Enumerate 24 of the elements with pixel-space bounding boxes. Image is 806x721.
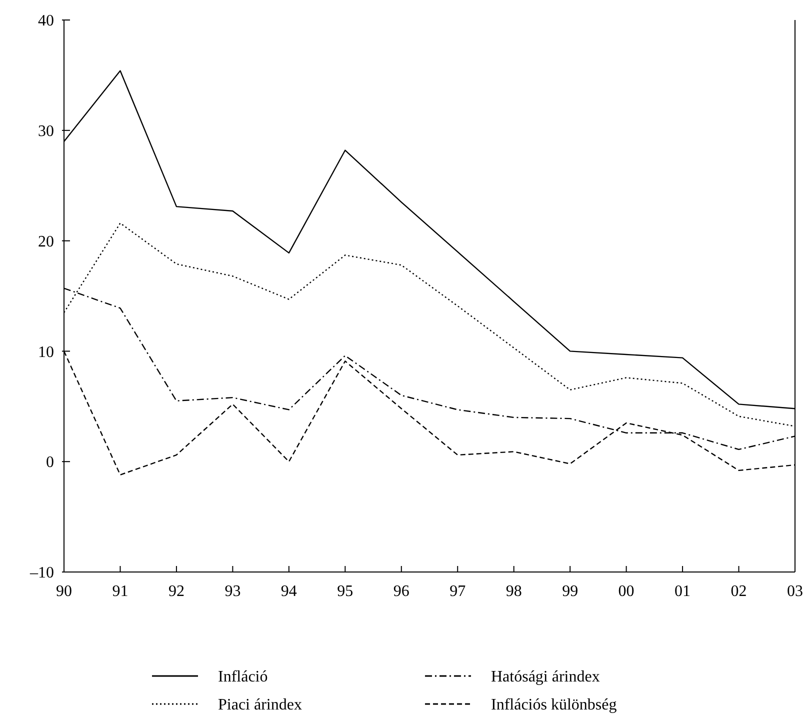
y-tick-label: 10 [38, 344, 54, 361]
x-tick-label: 01 [674, 583, 691, 600]
x-tick-label: 02 [730, 583, 747, 600]
legend-label: Hatósági árindex [491, 668, 600, 686]
y-tick-label: 40 [38, 12, 54, 30]
x-tick-label: 99 [562, 583, 578, 600]
x-tick-label: 92 [168, 583, 184, 600]
x-tick-label: 91 [112, 583, 128, 600]
y-tick-label: 20 [38, 233, 54, 250]
x-tick-label: 97 [450, 583, 466, 600]
x-tick-label: 94 [280, 583, 297, 600]
y-tick-label: 30 [38, 123, 54, 140]
y-tick-label: –10 [29, 564, 54, 582]
x-tick-label: 93 [224, 583, 241, 600]
x-tick-label: 96 [393, 583, 410, 600]
legend-label: Inflációs különbség [491, 696, 617, 714]
x-tick-label: 95 [337, 583, 354, 600]
legend-label: Infláció [218, 668, 268, 686]
x-tick-label: 03 [787, 583, 803, 600]
x-tick-label: 90 [56, 583, 72, 600]
x-tick-label: 98 [506, 583, 522, 600]
legend-label: Piaci árindex [218, 696, 302, 714]
x-tick-label: 00 [618, 583, 634, 600]
y-tick-label: 0 [46, 454, 54, 472]
